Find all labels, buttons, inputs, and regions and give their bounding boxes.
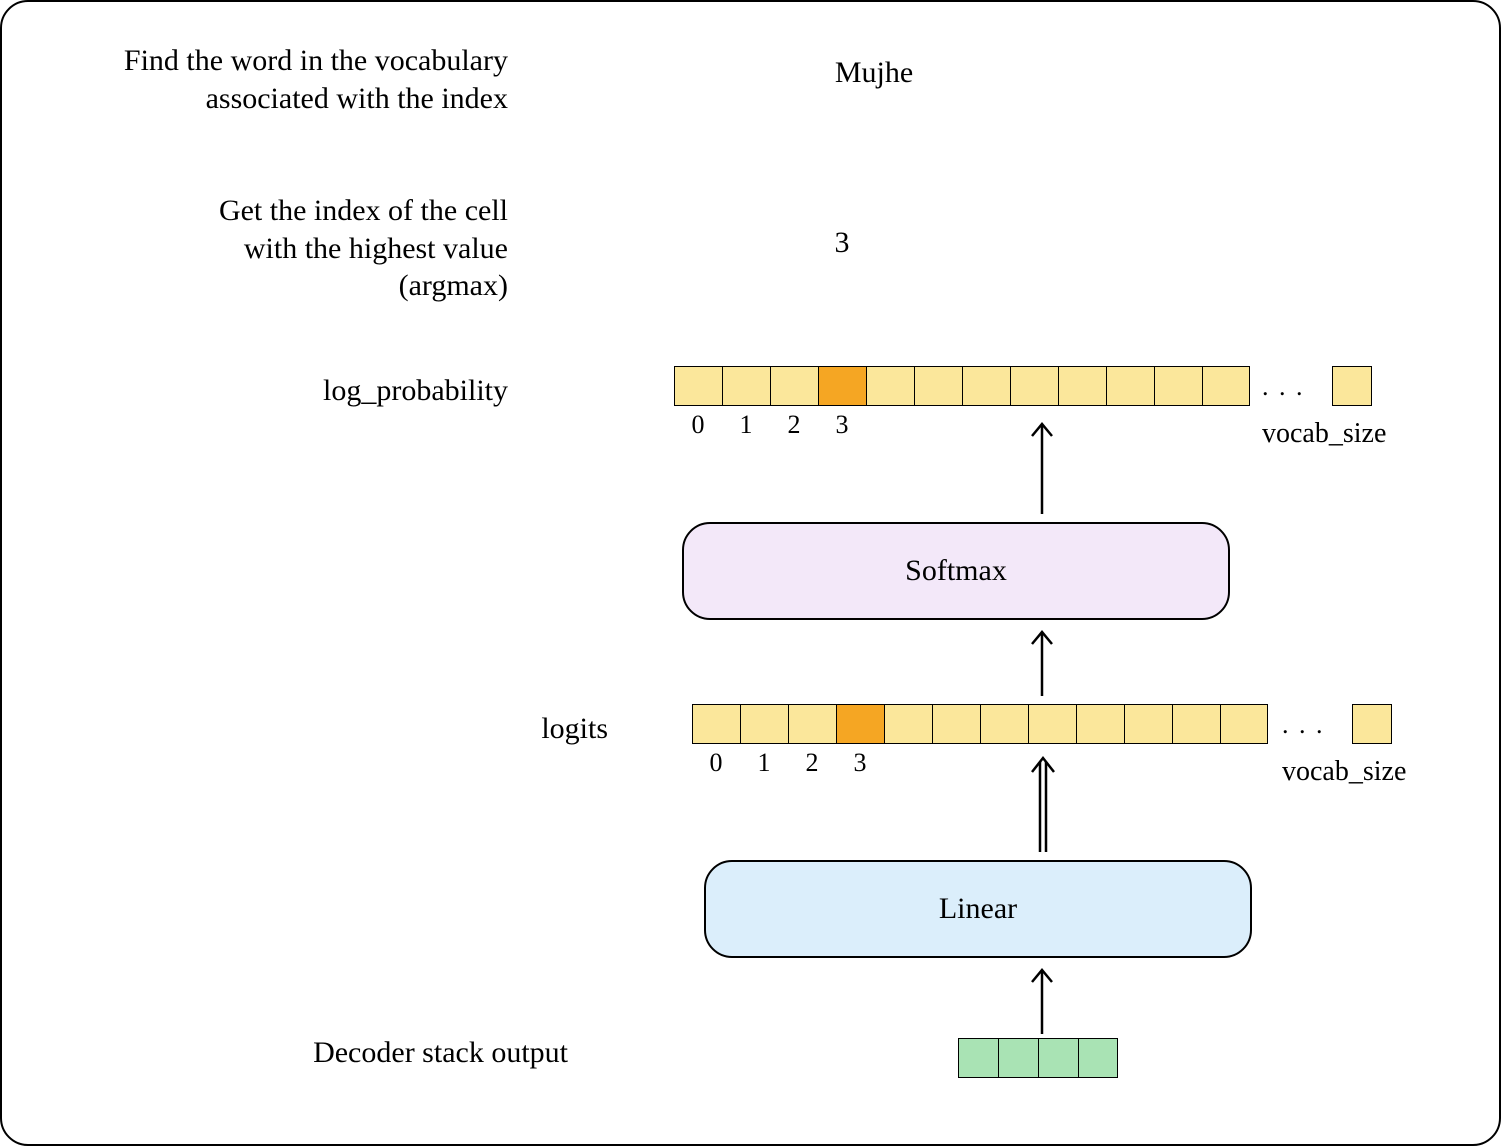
vector-cell xyxy=(1220,704,1268,744)
ellipsis-logprob: . . . xyxy=(1262,372,1305,402)
vector-cell xyxy=(818,366,866,406)
block-linear-label: Linear xyxy=(939,892,1017,926)
endlabel-logits: vocab_size xyxy=(1282,754,1406,789)
endcell-logits xyxy=(1352,704,1392,744)
index-label: 2 xyxy=(788,748,836,778)
vector-cell xyxy=(722,366,770,406)
vector-logprob xyxy=(674,366,1250,406)
endcell-logprob xyxy=(1332,366,1372,406)
vector-cell xyxy=(1028,704,1076,744)
vector-cell xyxy=(866,366,914,406)
index-label: 2 xyxy=(770,410,818,440)
label-argmax: Get the index of the cell with the highe… xyxy=(219,192,508,305)
vector-cell xyxy=(1106,366,1154,406)
vector-cell xyxy=(1010,366,1058,406)
value-word: Mujhe xyxy=(784,54,964,92)
index-label: 1 xyxy=(740,748,788,778)
ellipsis-logits: . . . xyxy=(1282,710,1325,740)
arrow-linear-to-logits xyxy=(1022,750,1062,858)
index-label: 3 xyxy=(818,410,866,440)
arrow-logits-to-softmax xyxy=(1022,622,1062,702)
index-label: 0 xyxy=(692,748,740,778)
index-row-logprob: 0123 xyxy=(674,410,866,440)
diagram-frame: Find the word in the vocabulary associat… xyxy=(0,0,1501,1146)
vector-cell xyxy=(1076,704,1124,744)
vector-cell xyxy=(1172,704,1220,744)
vector-cell xyxy=(1124,704,1172,744)
index-label: 3 xyxy=(836,748,884,778)
vector-cell xyxy=(770,366,818,406)
arrow-softmax-to-logprob xyxy=(1022,414,1062,520)
value-argmax: 3 xyxy=(812,224,872,262)
index-row-logits: 0123 xyxy=(692,748,884,778)
label-word: Find the word in the vocabulary associat… xyxy=(124,42,508,117)
vector-cell xyxy=(932,704,980,744)
label-logits: logits xyxy=(541,710,608,748)
vector-cell xyxy=(836,704,884,744)
vector-cell xyxy=(692,704,740,744)
vector-cell xyxy=(674,366,722,406)
vector-cell xyxy=(1202,366,1250,406)
vector-cell xyxy=(1038,1038,1078,1078)
index-label: 1 xyxy=(722,410,770,440)
vector-cell xyxy=(1154,366,1202,406)
vector-cell xyxy=(998,1038,1038,1078)
arrow-decoder-to-linear xyxy=(1022,960,1062,1040)
block-linear: Linear xyxy=(704,860,1252,958)
label-decoder: Decoder stack output xyxy=(313,1034,568,1072)
vector-cell xyxy=(884,704,932,744)
vector-cell xyxy=(1078,1038,1118,1078)
vector-cell xyxy=(1058,366,1106,406)
vector-cell xyxy=(962,366,1010,406)
vector-cell xyxy=(740,704,788,744)
vector-cell xyxy=(958,1038,998,1078)
vector-cell xyxy=(914,366,962,406)
vector-logits xyxy=(692,704,1268,744)
block-softmax-label: Softmax xyxy=(905,554,1007,588)
vector-cell xyxy=(788,704,836,744)
endlabel-logprob: vocab_size xyxy=(1262,416,1386,451)
vector-decoder xyxy=(958,1038,1118,1078)
label-logprob: log_probability xyxy=(323,372,508,410)
vector-cell xyxy=(980,704,1028,744)
block-softmax: Softmax xyxy=(682,522,1230,620)
index-label: 0 xyxy=(674,410,722,440)
